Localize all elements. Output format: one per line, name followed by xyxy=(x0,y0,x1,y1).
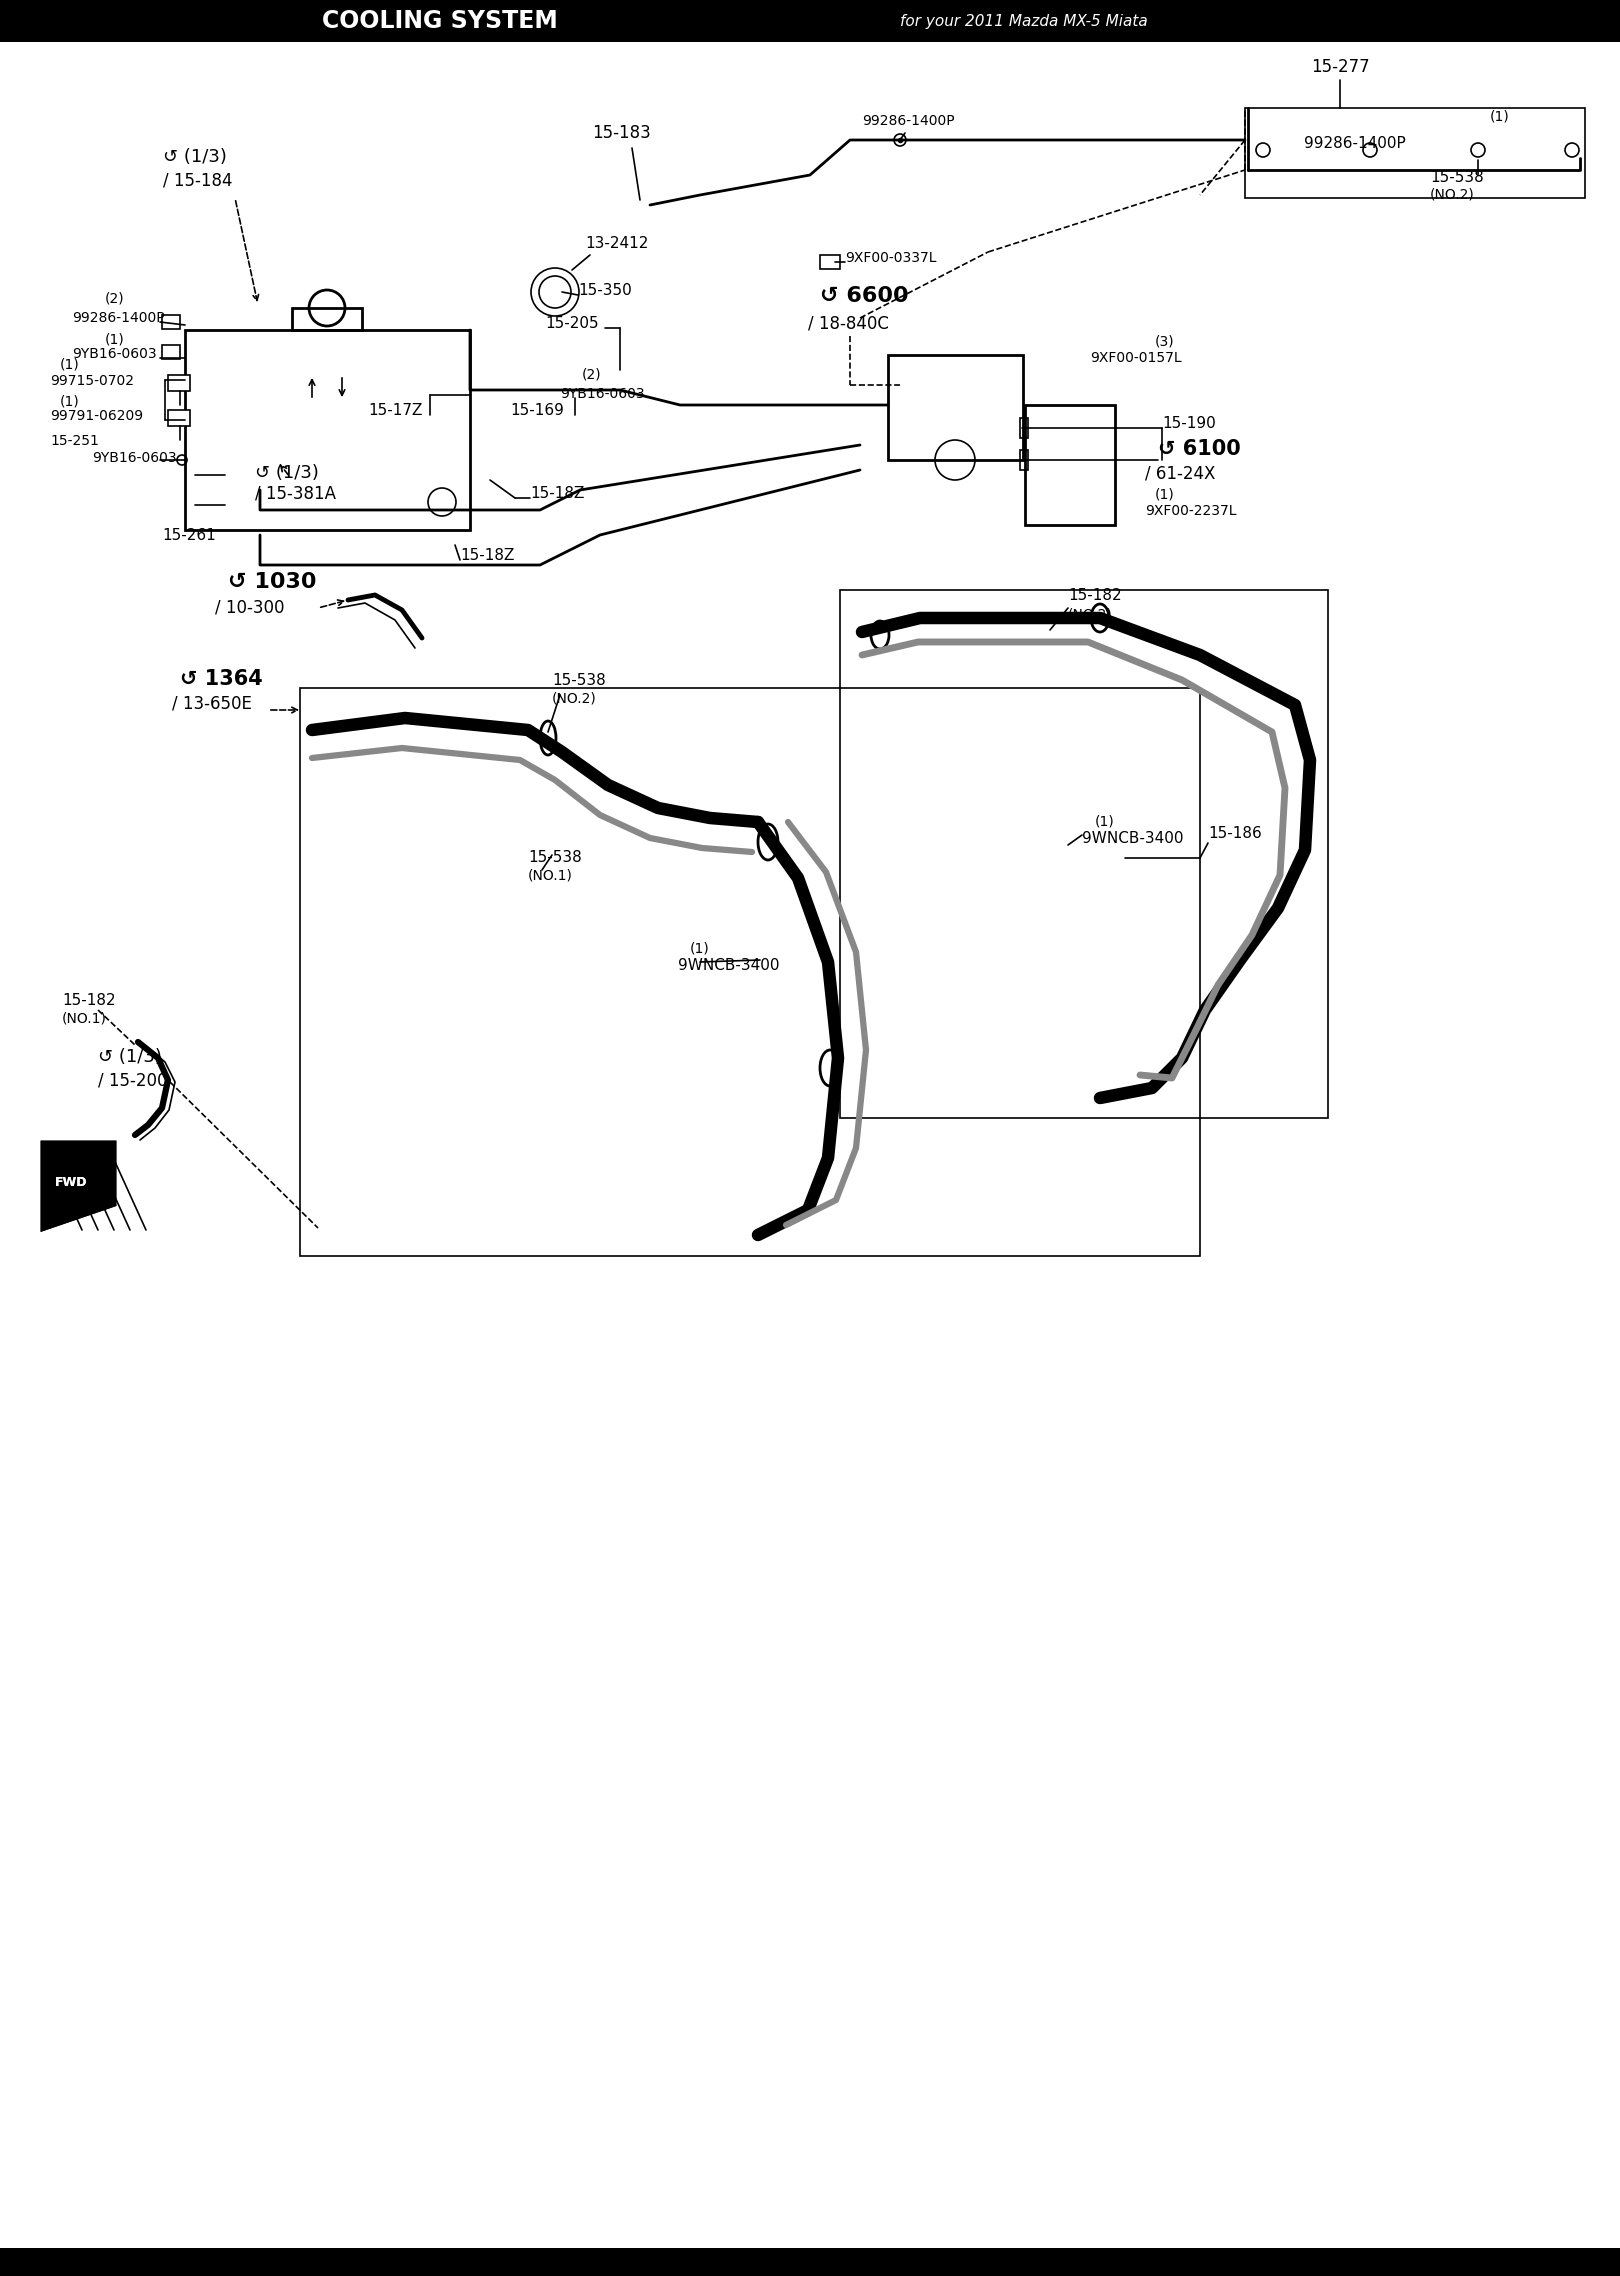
Text: 9WNCB-3400: 9WNCB-3400 xyxy=(679,958,779,974)
Text: 15-261: 15-261 xyxy=(162,528,215,544)
Bar xyxy=(888,355,1022,460)
Text: (NO.2): (NO.2) xyxy=(1068,608,1113,621)
Bar xyxy=(1246,107,1584,198)
Polygon shape xyxy=(42,1143,115,1229)
Bar xyxy=(292,307,361,330)
Text: 15-186: 15-186 xyxy=(1209,826,1262,842)
Text: (NO.2): (NO.2) xyxy=(1430,187,1474,200)
Text: 99286-1400P: 99286-1400P xyxy=(71,312,165,325)
Text: COOLING SYSTEM: COOLING SYSTEM xyxy=(322,9,557,32)
Text: 15-190: 15-190 xyxy=(1162,417,1215,430)
Text: 15-182: 15-182 xyxy=(1068,587,1121,603)
Text: / 15-200: / 15-200 xyxy=(97,1072,167,1088)
Text: / 15-381A: / 15-381A xyxy=(254,485,335,503)
Text: 9XF00-0337L: 9XF00-0337L xyxy=(846,250,936,264)
Text: (1): (1) xyxy=(60,394,79,407)
Text: 9WNCB-3400: 9WNCB-3400 xyxy=(1082,831,1184,847)
Text: 9YB16-0603: 9YB16-0603 xyxy=(71,346,157,362)
Text: / 15-184: / 15-184 xyxy=(164,171,233,189)
Bar xyxy=(1021,419,1029,437)
Text: (3): (3) xyxy=(1155,335,1174,348)
Text: 15-17Z: 15-17Z xyxy=(368,403,423,419)
Text: 15-350: 15-350 xyxy=(578,282,632,298)
Text: 15-205: 15-205 xyxy=(544,316,599,330)
Text: (1): (1) xyxy=(1490,109,1510,123)
Text: / 61-24X: / 61-24X xyxy=(1145,464,1215,483)
Text: 15-251: 15-251 xyxy=(50,435,99,448)
Text: 9YB16-0603: 9YB16-0603 xyxy=(561,387,645,401)
Text: (NO.1): (NO.1) xyxy=(528,867,573,883)
Text: 99286-1400P: 99286-1400P xyxy=(862,114,954,127)
Text: 99286-1400P: 99286-1400P xyxy=(1304,137,1406,150)
Text: for your 2011 Mazda MX-5 Miata: for your 2011 Mazda MX-5 Miata xyxy=(901,14,1147,30)
Text: (NO.2): (NO.2) xyxy=(552,692,596,706)
Text: 15-538: 15-538 xyxy=(528,849,582,865)
Text: ↺ (1/3): ↺ (1/3) xyxy=(97,1047,162,1065)
Text: 9YB16-0603: 9YB16-0603 xyxy=(92,451,177,464)
Text: (1): (1) xyxy=(1095,815,1115,828)
Text: (2): (2) xyxy=(582,366,601,380)
Text: 15-183: 15-183 xyxy=(593,123,651,141)
Text: / 18-840C: / 18-840C xyxy=(808,314,889,332)
Text: 15-538: 15-538 xyxy=(1430,171,1484,184)
Bar xyxy=(162,314,180,330)
Text: 99791-06209: 99791-06209 xyxy=(50,410,143,423)
Text: 15-538: 15-538 xyxy=(552,674,606,687)
Text: ↺ 6600: ↺ 6600 xyxy=(820,287,909,305)
Text: (1): (1) xyxy=(1155,487,1174,501)
Text: (NO.1): (NO.1) xyxy=(62,1011,107,1024)
Bar xyxy=(0,2249,1620,2276)
Text: 15-18Z: 15-18Z xyxy=(460,549,515,562)
Text: 15-182: 15-182 xyxy=(62,992,115,1008)
Text: 15-277: 15-277 xyxy=(1311,57,1369,75)
Text: ↺ 1030: ↺ 1030 xyxy=(228,571,316,592)
Text: ↺ 1364: ↺ 1364 xyxy=(180,669,262,690)
Text: (2): (2) xyxy=(105,291,125,305)
Bar xyxy=(1021,451,1029,471)
Text: ↺ (1/3): ↺ (1/3) xyxy=(164,148,227,166)
Text: 9XF00-2237L: 9XF00-2237L xyxy=(1145,503,1236,519)
Text: FWD: FWD xyxy=(55,1174,87,1188)
Text: ↺ (1/3): ↺ (1/3) xyxy=(254,464,319,483)
Text: 99715-0702: 99715-0702 xyxy=(50,373,134,387)
Bar xyxy=(1025,405,1115,526)
Text: ↺ 6100: ↺ 6100 xyxy=(1158,439,1241,460)
Text: 15-169: 15-169 xyxy=(510,403,564,419)
Bar xyxy=(300,687,1200,1256)
Text: 9XF00-0157L: 9XF00-0157L xyxy=(1090,351,1181,364)
Text: 13-2412: 13-2412 xyxy=(585,237,648,250)
Bar xyxy=(162,346,180,360)
Bar xyxy=(0,0,1620,41)
Bar xyxy=(168,410,190,426)
Text: (1): (1) xyxy=(690,940,710,956)
Text: (1): (1) xyxy=(105,332,125,346)
Bar xyxy=(820,255,841,269)
Text: / 13-650E: / 13-650E xyxy=(172,694,251,712)
Bar xyxy=(168,376,190,391)
Bar xyxy=(841,589,1328,1118)
Text: / 10-300: / 10-300 xyxy=(215,599,285,617)
Text: FWD: FWD xyxy=(55,1174,87,1188)
Text: 15-18Z: 15-18Z xyxy=(530,487,585,501)
Text: (1): (1) xyxy=(60,357,79,371)
